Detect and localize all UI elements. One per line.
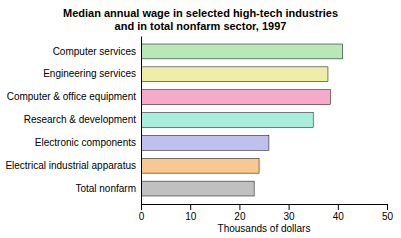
- tick: Engineering services: [43, 68, 136, 79]
- tick: Electrical industrial apparatus: [5, 160, 136, 171]
- tick-label: 20: [234, 211, 246, 222]
- tick: Computer & office equipment: [7, 91, 137, 102]
- tick-mark: [190, 204, 191, 210]
- tick: 40: [333, 204, 345, 222]
- tick: 50: [382, 204, 394, 222]
- tick-label: Electrical industrial apparatus: [5, 160, 136, 171]
- tick-mark: [239, 204, 240, 210]
- tick: Electronic components: [35, 137, 136, 148]
- x-axis: 0 10 20 30 40 50: [139, 204, 394, 222]
- tick-label: 10: [185, 211, 197, 222]
- tick-label: 40: [333, 211, 345, 222]
- bar: [141, 44, 343, 59]
- tick: Research & development: [24, 114, 137, 125]
- bars: [141, 44, 343, 196]
- tick-mark: [141, 204, 142, 210]
- tick-mark: [387, 204, 388, 210]
- bar: [141, 181, 254, 196]
- x-axis-label: Thousands of dollars: [218, 223, 311, 234]
- tick: 0: [139, 204, 145, 222]
- tick-label: Computer & office equipment: [7, 91, 137, 102]
- bar: [141, 67, 328, 82]
- tick-label: 50: [382, 211, 394, 222]
- tick: Computer services: [53, 46, 136, 57]
- tick: 30: [284, 204, 296, 222]
- tick-mark: [338, 204, 339, 210]
- tick-label: Total nonfarm: [75, 183, 136, 194]
- y-axis: Computer services Engineering services Com…: [5, 37, 141, 205]
- bar: [141, 113, 313, 128]
- tick: 20: [234, 204, 246, 222]
- tick: Total nonfarm: [75, 183, 136, 194]
- tick-label: Computer services: [53, 46, 136, 57]
- chart: Median annual wage in selected high-tech…: [0, 0, 401, 238]
- bar: [141, 90, 330, 105]
- tick-label: Research & development: [24, 114, 137, 125]
- tick-label: 0: [139, 211, 145, 222]
- tick-label: Engineering services: [43, 68, 136, 79]
- plot: 0 10 20 30 40 50 Computer services Engineering …: [5, 37, 393, 223]
- bar: [141, 158, 259, 173]
- bar: [141, 135, 269, 150]
- title: Median annual wage in selected high-tech…: [63, 7, 338, 32]
- tick-mark: [289, 204, 290, 210]
- tick: 10: [185, 204, 197, 222]
- axis-line: [141, 37, 142, 205]
- axis-line: [142, 205, 388, 211]
- tick-label: 30: [284, 211, 296, 222]
- tick-label: Electronic components: [35, 137, 136, 148]
